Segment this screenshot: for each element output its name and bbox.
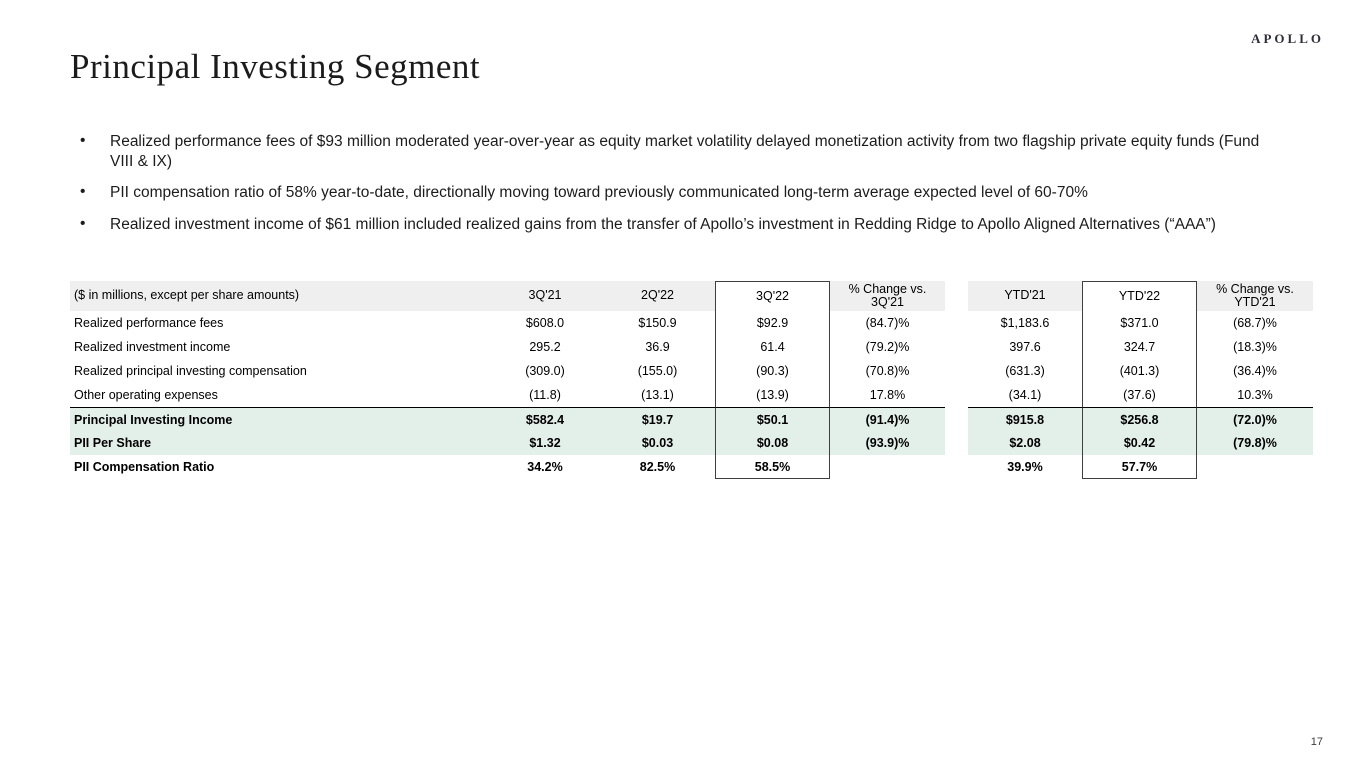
cell: $0.42 xyxy=(1082,431,1197,455)
column-header: % Change vs. YTD'21 xyxy=(1197,281,1313,311)
cell: 34.2% xyxy=(490,455,600,479)
cell: $2.08 xyxy=(968,431,1082,455)
bullet-item: Realized investment income of $61 millio… xyxy=(78,214,1283,235)
cell: (18.3)% xyxy=(1197,335,1313,359)
cell: $371.0 xyxy=(1082,311,1197,335)
cell: 82.5% xyxy=(600,455,715,479)
cell: (34.1) xyxy=(968,383,1082,407)
cell: 17.8% xyxy=(830,383,945,407)
cell xyxy=(1197,455,1313,479)
cell: $256.8 xyxy=(1082,407,1197,431)
financial-table: ($ in millions, except per share amounts… xyxy=(70,281,1313,479)
cell: (13.9) xyxy=(715,383,830,407)
table-note: ($ in millions, except per share amounts… xyxy=(70,281,490,311)
column-gap xyxy=(945,281,968,311)
cell: (79.8)% xyxy=(1197,431,1313,455)
column-header: 2Q'22 xyxy=(600,281,715,311)
cell: $1.32 xyxy=(490,431,600,455)
cell: (13.1) xyxy=(600,383,715,407)
column-gap xyxy=(945,455,968,479)
column-gap xyxy=(945,407,968,431)
column-header-boxed: YTD'22 xyxy=(1082,281,1197,311)
column-header: % Change vs. 3Q'21 xyxy=(830,281,945,311)
cell: (91.4)% xyxy=(830,407,945,431)
cell: (70.8)% xyxy=(830,359,945,383)
cell: $915.8 xyxy=(968,407,1082,431)
cell: (68.7)% xyxy=(1197,311,1313,335)
row-label: Other operating expenses xyxy=(70,383,490,407)
cell: $0.03 xyxy=(600,431,715,455)
cell: 324.7 xyxy=(1082,335,1197,359)
cell: $19.7 xyxy=(600,407,715,431)
cell: (90.3) xyxy=(715,359,830,383)
cell: $92.9 xyxy=(715,311,830,335)
cell: 61.4 xyxy=(715,335,830,359)
cell: $0.08 xyxy=(715,431,830,455)
cell: 397.6 xyxy=(968,335,1082,359)
page-number: 17 xyxy=(1310,736,1323,748)
bullet-text: PII compensation ratio of 58% year-to-da… xyxy=(110,184,1088,201)
cell: (631.3) xyxy=(968,359,1082,383)
cell: $582.4 xyxy=(490,407,600,431)
cell xyxy=(830,455,945,479)
cell: 58.5% xyxy=(715,455,830,479)
cell: (79.2)% xyxy=(830,335,945,359)
cell: 295.2 xyxy=(490,335,600,359)
cell: (37.6) xyxy=(1082,383,1197,407)
column-gap xyxy=(945,311,968,335)
row-label: Realized performance fees xyxy=(70,311,490,335)
cell: 10.3% xyxy=(1197,383,1313,407)
row-label: PII Compensation Ratio xyxy=(70,455,490,479)
row-label: PII Per Share xyxy=(70,431,490,455)
cell: $608.0 xyxy=(490,311,600,335)
column-gap xyxy=(945,431,968,455)
column-gap xyxy=(945,383,968,407)
row-label: Principal Investing Income xyxy=(70,407,490,431)
cell: (401.3) xyxy=(1082,359,1197,383)
cell: $150.9 xyxy=(600,311,715,335)
bullet-text: Realized investment income of $61 millio… xyxy=(110,215,1216,233)
cell: $50.1 xyxy=(715,407,830,431)
cell: (36.4)% xyxy=(1197,359,1313,383)
cell: (155.0) xyxy=(600,359,715,383)
column-gap xyxy=(945,335,968,359)
cell: (84.7)% xyxy=(830,311,945,335)
cell: 39.9% xyxy=(968,455,1082,479)
column-header-boxed: 3Q'22 xyxy=(715,281,830,311)
bullet-list: Realized performance fees of $93 million… xyxy=(78,131,1283,246)
cell: 57.7% xyxy=(1082,455,1197,479)
cell: 36.9 xyxy=(600,335,715,359)
bullet-text: Realized performance fees of $93 million… xyxy=(110,133,1260,170)
apollo-logo: APOLLO xyxy=(1251,31,1324,46)
cell: (309.0) xyxy=(490,359,600,383)
column-header: YTD'21 xyxy=(968,281,1082,311)
page-title: Principal Investing Segment xyxy=(70,47,481,86)
column-header: 3Q'21 xyxy=(490,281,600,311)
cell: (93.9)% xyxy=(830,431,945,455)
row-label: Realized principal investing compensatio… xyxy=(70,359,490,383)
row-label: Realized investment income xyxy=(70,335,490,359)
cell: (72.0)% xyxy=(1197,407,1313,431)
column-gap xyxy=(945,359,968,383)
bullet-item: PII compensation ratio of 58% year-to-da… xyxy=(78,182,1283,203)
cell: (11.8) xyxy=(490,383,600,407)
cell: $1,183.6 xyxy=(968,311,1082,335)
bullet-item: Realized performance fees of $93 million… xyxy=(78,131,1283,171)
